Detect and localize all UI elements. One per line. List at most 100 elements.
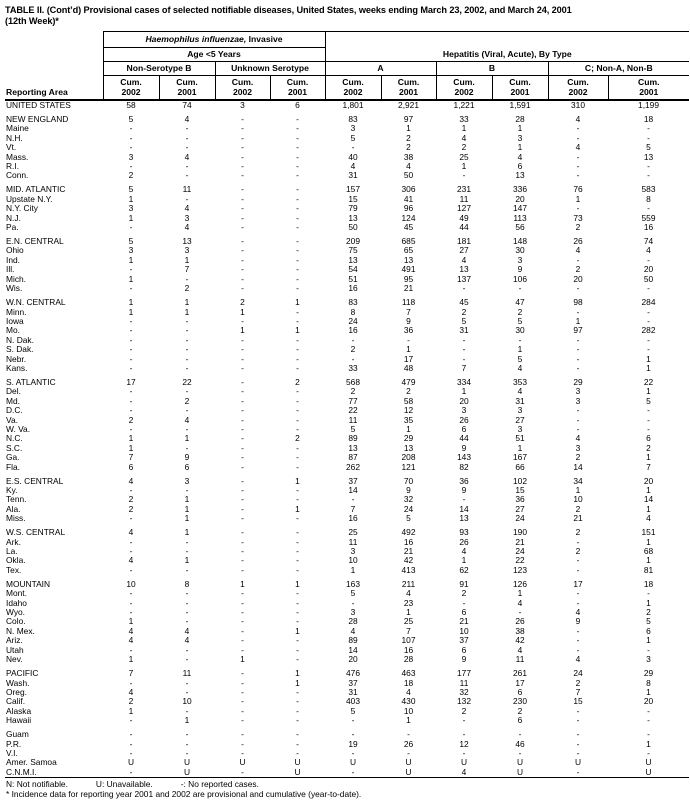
value-cell: 21 <box>403 284 414 294</box>
value-cell: 21 <box>515 537 525 547</box>
reporting-area-label: Reporting Area <box>6 86 68 97</box>
reporting-area-cell: Guam <box>6 730 29 740</box>
value-cell: 58 <box>126 100 136 110</box>
value-cell: 98 <box>573 298 583 308</box>
value-cell: 10 <box>348 556 358 566</box>
value-cell: 4 <box>128 636 134 646</box>
value-cell: 24 <box>515 547 525 557</box>
value-cell: - <box>576 706 580 716</box>
value-cell: 11 <box>459 194 469 204</box>
value-cell: 2 <box>646 443 651 453</box>
value-cell: 95 <box>403 274 414 284</box>
value-cell: 9 <box>184 453 190 463</box>
value-cell: 4 <box>575 434 581 444</box>
value-cell: 1 <box>461 162 467 172</box>
value-cell: 1 <box>295 504 300 514</box>
value-cell: 123 <box>513 565 527 575</box>
value-cell: - <box>296 316 299 326</box>
reporting-area-cell: Kans. <box>6 363 28 373</box>
reporting-area-cell: P.R. <box>6 739 22 749</box>
value-cell: - <box>407 730 410 740</box>
value-cell: - <box>241 608 244 618</box>
value-cell: - <box>241 547 244 557</box>
cum-year-header: Cum. 2001 <box>158 75 215 101</box>
value-cell: - <box>185 645 189 655</box>
value-cell: 3 <box>350 608 356 618</box>
cum-label: Cum. <box>286 77 309 87</box>
reporting-area-cell: Del. <box>6 387 21 397</box>
value-cell: 30 <box>515 246 525 256</box>
value-cell: 2 <box>240 298 245 308</box>
value-cell: - <box>185 598 189 608</box>
value-cell: 2 <box>350 387 356 397</box>
value-cell: 1 <box>240 579 245 589</box>
reporting-area-cell: Md. <box>6 396 20 406</box>
value-cell: 36 <box>403 326 414 336</box>
value-cell: 79 <box>348 204 358 214</box>
value-cell: U <box>381 767 437 779</box>
value-cell: 5 <box>128 185 134 195</box>
value-cell: - <box>129 162 133 172</box>
value-cell: - <box>241 589 244 599</box>
value-cell: 32 <box>459 687 469 697</box>
value-cell: 70 <box>403 476 414 486</box>
table-row: Miss. - 1 - - 16 5 13 24 21 4 <box>5 514 689 523</box>
value-cell: 5 <box>350 424 356 434</box>
value-cell: - <box>241 495 244 505</box>
value-cell: U <box>405 758 412 768</box>
value-cell: - <box>296 363 299 373</box>
year-label: 2001 <box>177 86 197 97</box>
year-label: 2001 <box>510 86 530 97</box>
table-row: Iowa - - - - 24 9 5 5 1 - <box>5 317 689 326</box>
table-row: Colo. 1 - - - 28 25 21 26 9 5 <box>5 617 689 626</box>
value-cell: - <box>129 589 133 599</box>
value-cell: 45 <box>403 223 414 233</box>
value-cell: 336 <box>513 185 527 195</box>
year-label: 2001 <box>287 86 308 97</box>
value-cell: 27 <box>515 504 525 514</box>
value-cell: - <box>185 486 189 495</box>
value-cell: 38 <box>403 152 414 162</box>
value-cell: 7 <box>128 453 134 463</box>
value-cell: - <box>576 598 580 608</box>
value-cell: 20 <box>643 265 654 275</box>
reporting-area-cell: Ohio <box>6 246 24 256</box>
value-cell: 4 <box>517 387 523 397</box>
value-cell: 38 <box>515 626 525 636</box>
value-cell: - <box>241 462 244 472</box>
unknown-serotype-header: Unknown Serotype <box>214 61 326 76</box>
value-cell: 91 <box>459 579 469 589</box>
value-cell: 1 <box>240 307 245 317</box>
value-cell: - <box>185 363 189 373</box>
value-cell: 4 <box>517 645 523 655</box>
table-row: Mo. - - 1 1 16 36 31 30 97 282 <box>5 326 689 335</box>
value-cell: - <box>185 678 189 688</box>
value-cell: - <box>129 645 133 655</box>
value-cell: 21 <box>403 547 414 557</box>
value-cell: 2 <box>461 589 467 599</box>
value-cell: 1 <box>295 579 300 589</box>
value-cell: - <box>185 162 189 172</box>
reporting-area-cell: Mass. <box>6 152 29 162</box>
value-cell: 1 <box>184 495 190 505</box>
value-cell: 5 <box>517 354 523 364</box>
value-cell: 4 <box>128 626 134 636</box>
value-cell: U <box>349 758 357 768</box>
value-cell: 50 <box>643 274 654 284</box>
value-cell: 11 <box>182 669 192 679</box>
value-cell: - <box>241 284 244 294</box>
value-cell: 9 <box>517 265 523 275</box>
reporting-area-cell: Wyo. <box>6 608 26 618</box>
value-cell: 37 <box>348 476 358 486</box>
value-cell: 1 <box>575 194 581 204</box>
value-cell: - <box>185 124 189 134</box>
value-cell: U <box>574 758 582 768</box>
table-row: W.N. CENTRAL 1 1 2 1 83 118 45 47 98 284 <box>5 298 689 307</box>
value-cell: 13 <box>403 443 414 453</box>
value-cell: - <box>647 284 650 294</box>
value-cell: - <box>185 424 189 434</box>
value-cell: - <box>241 598 244 608</box>
value-cell: - <box>576 556 580 566</box>
value-cell: 230 <box>513 697 527 707</box>
value-cell: 93 <box>459 528 469 538</box>
